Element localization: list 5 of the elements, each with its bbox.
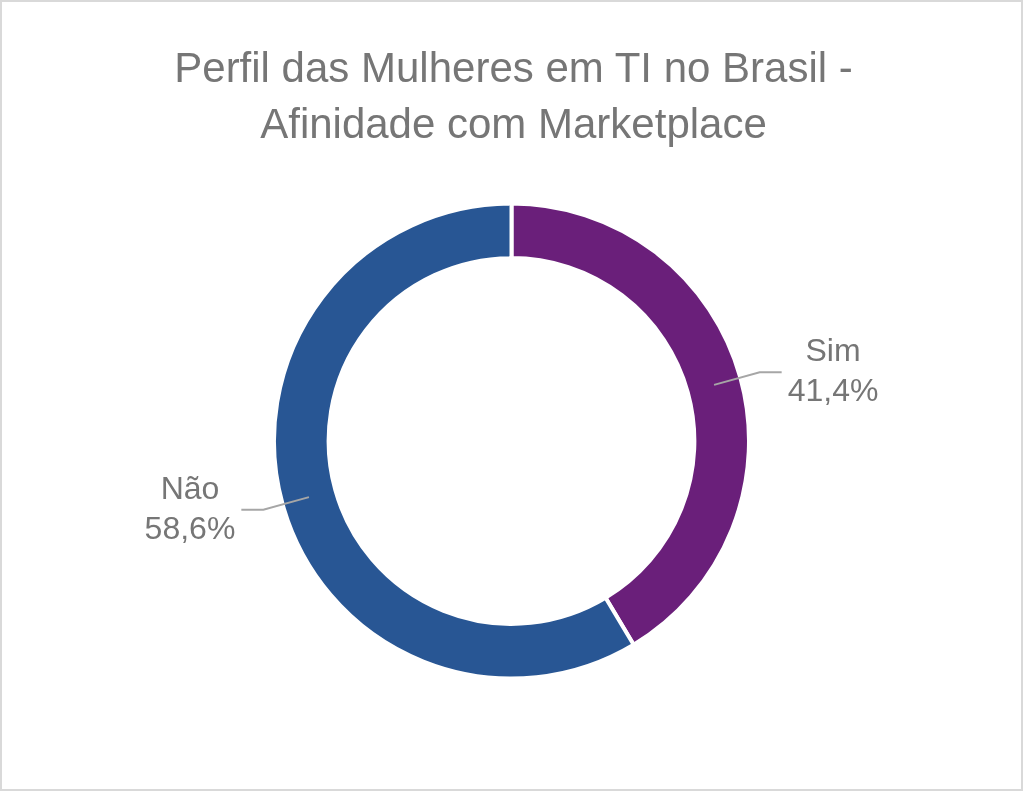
data-label: 58,6%	[144, 509, 236, 546]
slice-label: Não	[160, 469, 220, 506]
data-label: 41,4%	[787, 372, 879, 409]
chart-title: Perfil das Mulheres em TI no Brasil - Afinidade com Marketplace	[173, 43, 854, 149]
slice-label: Sim	[805, 332, 861, 369]
